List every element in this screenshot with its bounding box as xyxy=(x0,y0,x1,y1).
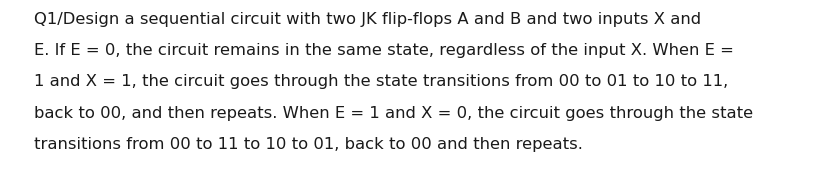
Text: 1 and X = 1, the circuit goes through the state transitions from 00 to 01 to 10 : 1 and X = 1, the circuit goes through th… xyxy=(34,74,729,89)
Text: transitions from 00 to 11 to 10 to 01, back to 00 and then repeats.: transitions from 00 to 11 to 10 to 01, b… xyxy=(34,137,583,152)
Text: E. If E = 0, the circuit remains in the same state, regardless of the input X. W: E. If E = 0, the circuit remains in the … xyxy=(34,43,734,58)
Text: Q1/Design a sequential circuit with two JK flip-flops A and B and two inputs X a: Q1/Design a sequential circuit with two … xyxy=(34,12,702,27)
Text: back to 00, and then repeats. When E = 1 and X = 0, the circuit goes through the: back to 00, and then repeats. When E = 1… xyxy=(34,106,753,121)
